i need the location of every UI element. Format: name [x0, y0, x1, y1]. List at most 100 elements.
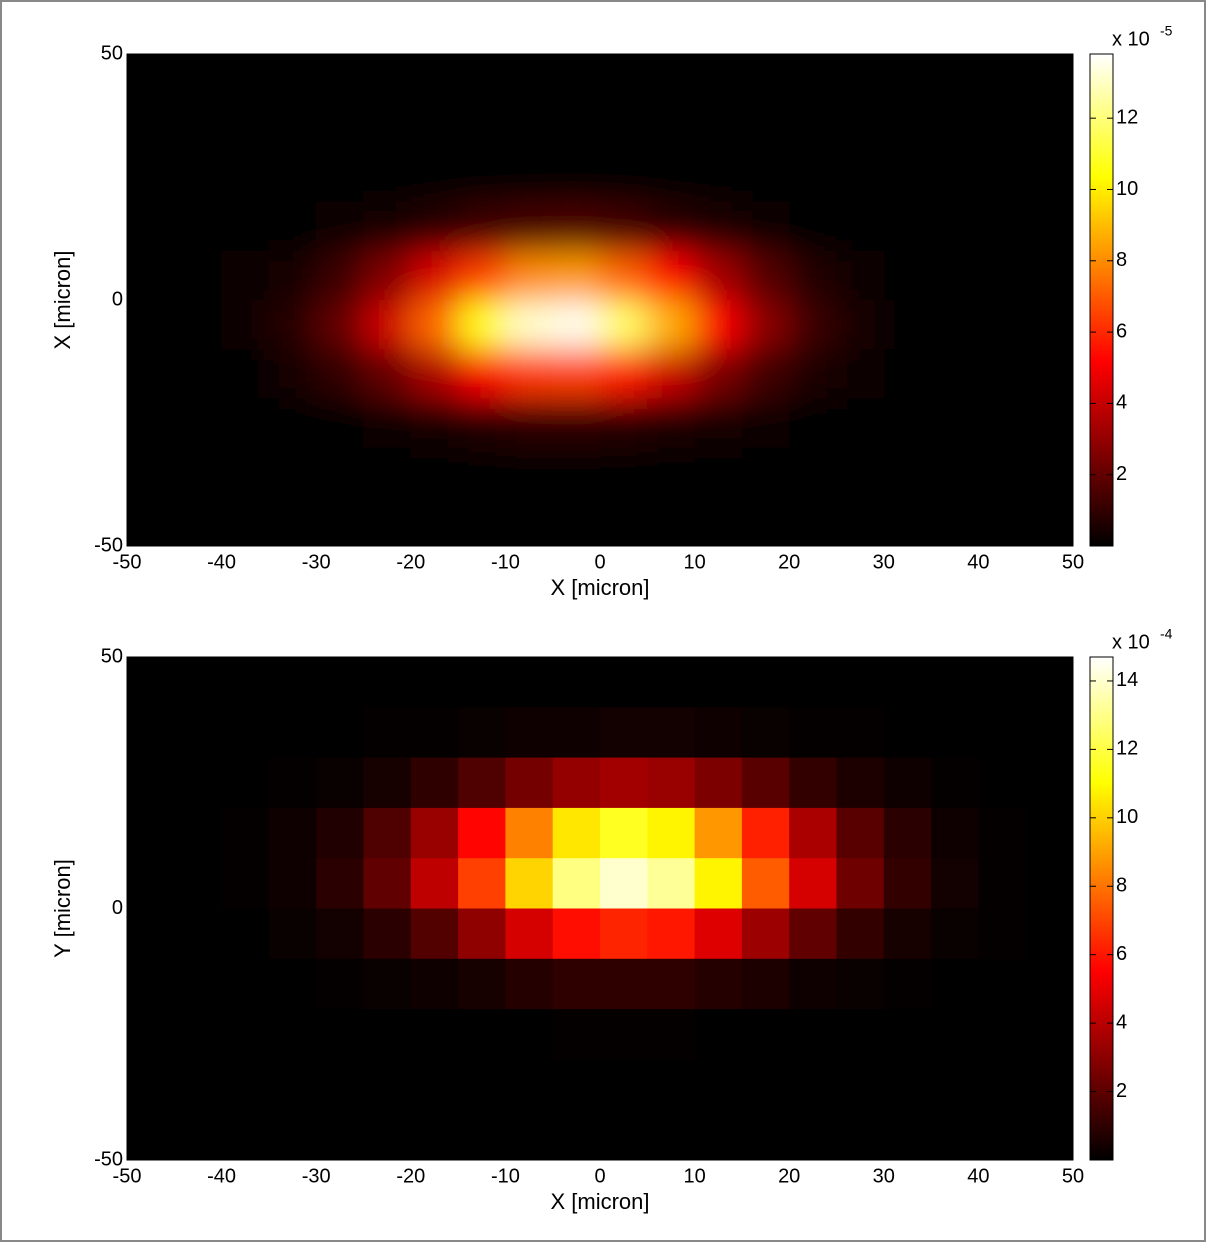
heatmap-cell: [505, 1109, 554, 1160]
heatmap-cell: [458, 447, 506, 498]
heatmap-cell: [363, 447, 412, 498]
heatmap-cell: [552, 54, 601, 104]
heatmap-cell: [505, 858, 554, 909]
heatmap-cell: [647, 54, 696, 104]
heatmap-cell: [221, 201, 270, 252]
heatmap-cell: [363, 657, 412, 708]
heatmap-cell: [741, 908, 790, 960]
heatmap-cell: [931, 250, 979, 301]
heatmap-cell: [221, 908, 270, 960]
heatmap-cell: [268, 958, 317, 1010]
heatmap-cell: [1025, 958, 1073, 1010]
heatmap-cell: [316, 657, 364, 708]
heatmap-cell: [883, 707, 932, 759]
x-axis-label: X [micron]: [550, 575, 649, 600]
heatmap-cell: [268, 250, 317, 301]
heatmap-cell: [931, 1059, 979, 1111]
heatmap-cell: [647, 908, 696, 960]
heatmap-cell: [410, 300, 459, 350]
heatmap-cell: [127, 1059, 175, 1111]
heatmap-cell: [600, 398, 648, 449]
heatmap-cell: [836, 250, 885, 301]
heatmap-cell: [410, 152, 459, 203]
heatmap-cell: [978, 657, 1027, 708]
heatmap-cell: [600, 250, 648, 301]
heatmap-cell: [458, 958, 506, 1010]
y-tick-label: -50: [94, 1148, 123, 1170]
heatmap-cell: [789, 496, 837, 546]
heatmap-cell: [931, 1109, 979, 1160]
heatmap-cell: [600, 807, 648, 859]
heatmap-cell: [363, 958, 412, 1010]
heatmap-cell: [221, 398, 270, 449]
x-tick-label: 0: [594, 551, 605, 573]
heatmap-cell: [931, 908, 979, 960]
heatmap-cell: [883, 496, 932, 546]
heatmap-cell: [268, 707, 317, 759]
heatmap-cell: [552, 1009, 601, 1060]
heatmap-cell: [600, 54, 648, 104]
heatmap-cell: [836, 657, 885, 708]
heatmap-cell: [647, 858, 696, 909]
colorbar: [1089, 656, 1114, 1161]
heatmap-cell: [600, 958, 648, 1010]
heatmap-cell: [789, 447, 837, 498]
heatmap-cell: [883, 757, 932, 809]
heatmap-cell: [978, 496, 1027, 546]
heatmap-cell: [789, 398, 837, 449]
heatmap-cell: [268, 300, 317, 350]
heatmap-cell: [316, 908, 364, 960]
heatmap-cell: [931, 103, 979, 153]
heatmap-cell: [789, 300, 837, 350]
heatmap-cell: [1025, 757, 1073, 809]
heatmap-cell: [174, 152, 223, 203]
heatmap-cell: [741, 807, 790, 859]
heatmap-cell: [694, 757, 743, 809]
heatmap-cell: [694, 1009, 743, 1060]
heatmap-cell: [836, 398, 885, 449]
heatmap-cell: [268, 447, 317, 498]
heatmap-cell: [505, 496, 554, 546]
colorbar-tick-label: 4: [1116, 1011, 1127, 1033]
colorbar-tick-label: 10: [1116, 178, 1138, 200]
heatmap-cell: [647, 657, 696, 708]
heatmap-cell: [505, 54, 554, 104]
heatmap-cell: [600, 300, 648, 350]
heatmap-cell: [363, 807, 412, 859]
colorbar-tick-label: 6: [1116, 320, 1127, 342]
heatmap-cell: [505, 152, 554, 203]
heatmap-cell: [647, 152, 696, 203]
heatmap-cell: [600, 496, 648, 546]
colorbar-exponent: -4: [1160, 626, 1173, 642]
heatmap-cell: [978, 201, 1027, 252]
heatmap-cell: [363, 1109, 412, 1160]
heatmap-cell: [931, 958, 979, 1010]
heatmap-cell: [694, 657, 743, 708]
heatmap-cell: [789, 54, 837, 104]
heatmap-cell: [552, 858, 601, 909]
heatmap-cell: [789, 807, 837, 859]
heatmap-cell: [127, 908, 175, 960]
heatmap-cell: [600, 103, 648, 153]
heatmap-cell: [505, 908, 554, 960]
heatmap-cell: [978, 1009, 1027, 1060]
heatmap-cell: [1025, 707, 1073, 759]
heatmap-cell: [363, 1009, 412, 1060]
heatmap-cell: [789, 152, 837, 203]
heatmap-cell: [978, 54, 1027, 104]
heatmap-cell: [883, 398, 932, 449]
heatmap-cell: [1025, 1009, 1073, 1060]
heatmap-cell: [883, 1109, 932, 1160]
heatmap-cell: [978, 300, 1027, 350]
colorbar-tick-label: 8: [1116, 875, 1127, 897]
colorbar-tick-label: 6: [1116, 943, 1127, 965]
heatmap-cell: [221, 103, 270, 153]
heatmap-cell: [647, 398, 696, 449]
heatmap-cell: [931, 300, 979, 350]
heatmap-cell: [600, 858, 648, 909]
heatmap-cell: [221, 807, 270, 859]
heatmap-cell: [552, 908, 601, 960]
heatmap-cell: [600, 657, 648, 708]
heatmap-cell: [647, 201, 696, 252]
heatmap-cell: [741, 349, 790, 399]
